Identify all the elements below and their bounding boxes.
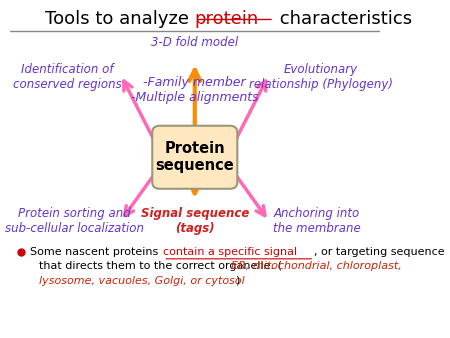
Text: ER, mitochondrial, chloroplast,: ER, mitochondrial, chloroplast, [231, 261, 402, 271]
Text: 3-D fold model: 3-D fold model [151, 36, 238, 49]
Text: ): ) [235, 275, 239, 286]
Text: Identification of
conserved regions: Identification of conserved regions [13, 63, 122, 91]
Text: Some nascent proteins: Some nascent proteins [30, 247, 162, 257]
Text: lysosome, vacuoles, Golgi, or cytosol: lysosome, vacuoles, Golgi, or cytosol [40, 275, 245, 286]
Text: Signal sequence
(tags): Signal sequence (tags) [140, 207, 249, 235]
Text: contain a specific signal: contain a specific signal [163, 247, 297, 257]
Text: protein: protein [195, 10, 259, 28]
FancyBboxPatch shape [152, 126, 237, 189]
Text: that directs them to the correct organelle. (: that directs them to the correct organel… [40, 261, 283, 271]
Text: Tools to analyze: Tools to analyze [45, 10, 195, 28]
Text: Protein
sequence: Protein sequence [155, 141, 234, 173]
Text: , or targeting sequence: , or targeting sequence [314, 247, 445, 257]
Text: characteristics: characteristics [274, 10, 412, 28]
Text: -Family member
-Multiple alignments: -Family member -Multiple alignments [131, 76, 259, 104]
Text: Anchoring into
the membrane: Anchoring into the membrane [273, 207, 361, 235]
Text: Protein sorting and
sub-cellular localization: Protein sorting and sub-cellular localiz… [5, 207, 144, 235]
Text: Evolutionary
relationship (Phylogeny): Evolutionary relationship (Phylogeny) [248, 63, 392, 91]
